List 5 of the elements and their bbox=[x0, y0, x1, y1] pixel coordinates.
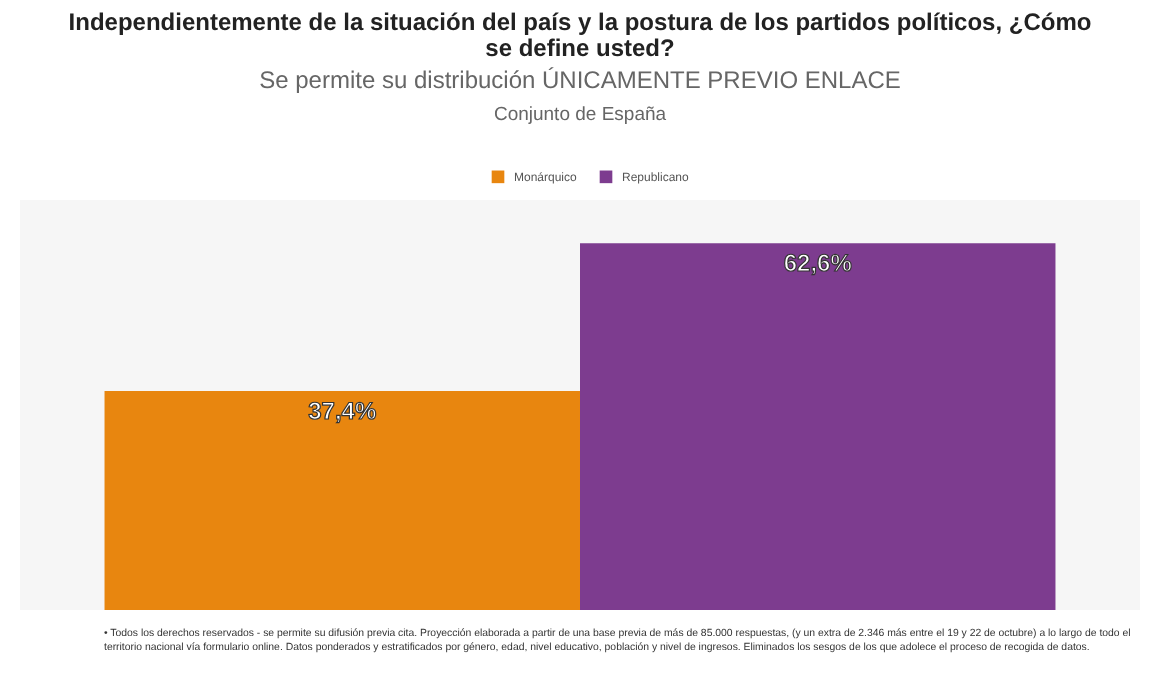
data-label: 62,6% bbox=[783, 249, 853, 278]
text: Conjunto de España bbox=[491, 104, 669, 126]
chart-title: Independientemente de la situación del país y la postura de los partidos políticos, ¿Cómo se define usted? bbox=[66, 6, 1094, 62]
data-label: 37,4% bbox=[308, 396, 377, 425]
chart-subtitle: Se permite su distribución ÚNICAMENTE PREVIO ENLACE bbox=[257, 66, 903, 94]
